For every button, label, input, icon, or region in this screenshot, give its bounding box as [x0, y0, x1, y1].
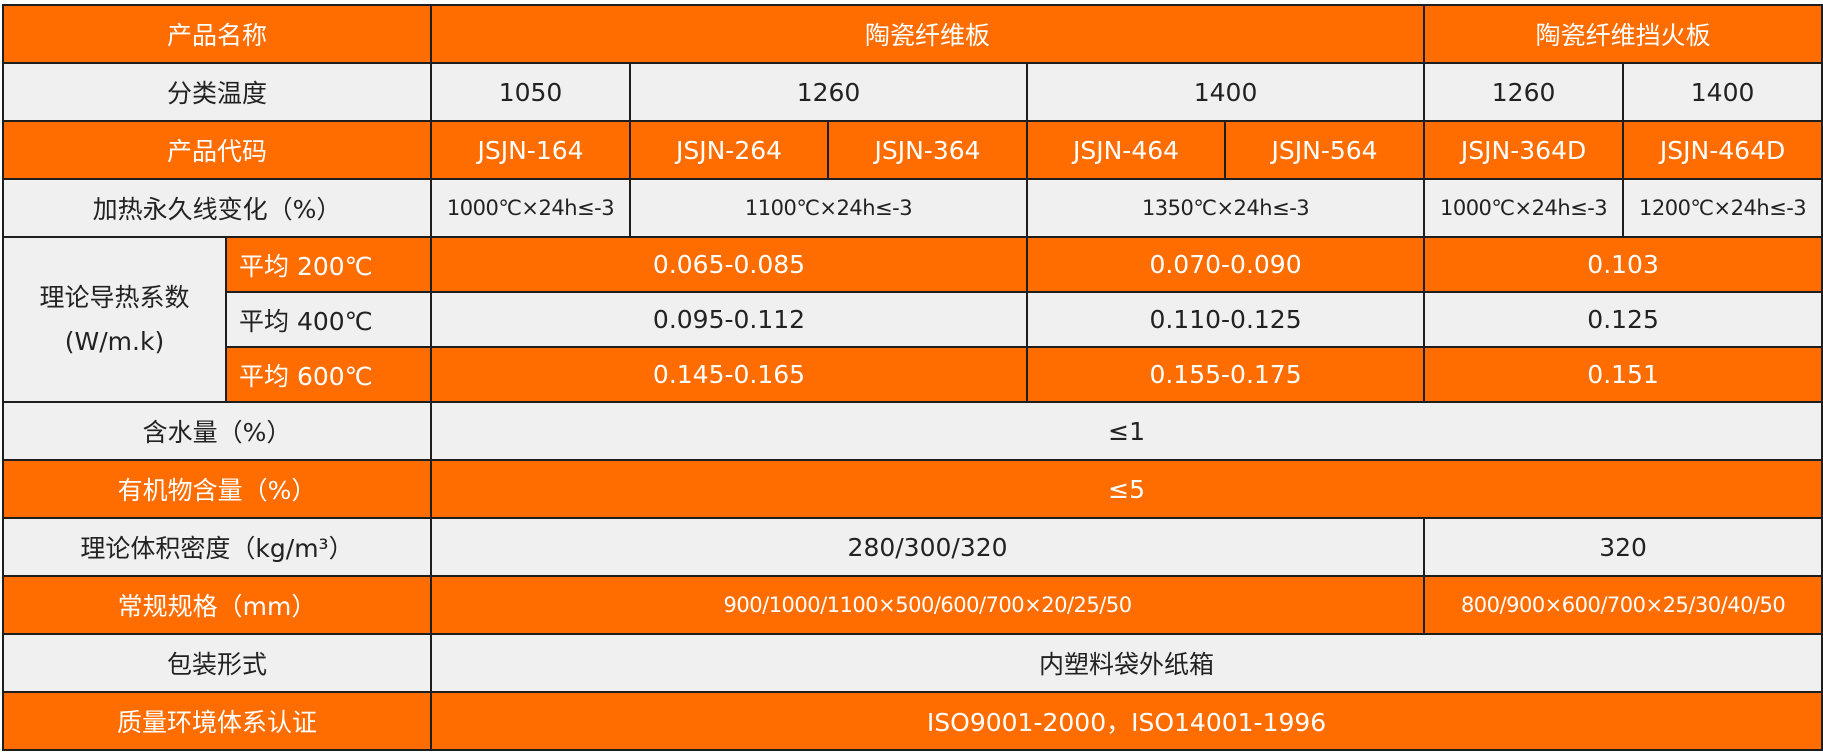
- row-organic-content: 有机物含量（%） ≤5: [1, 459, 1823, 519]
- header-ceramic-fiber-board: 陶瓷纤维板: [430, 4, 1426, 64]
- cell: 280/300/320: [430, 517, 1426, 577]
- header-ceramic-fiber-fire-board: 陶瓷纤维挡火板: [1423, 4, 1823, 64]
- row-certification: 质量环境体系认证 ISO9001-2000，ISO14001-1996: [1, 691, 1823, 751]
- cell: 320: [1423, 517, 1823, 577]
- label-product-code: 产品代码: [1, 120, 433, 180]
- cell: JSJN-464D: [1622, 120, 1823, 180]
- cell: 0.070-0.090: [1026, 236, 1426, 293]
- cell: 900/1000/1100×500/600/700×20/25/50: [430, 575, 1426, 635]
- cell: 1400: [1622, 62, 1823, 122]
- cell: 1260: [629, 62, 1029, 122]
- label-conductivity: 理论导热系数 (W/m.k): [2, 236, 227, 403]
- sublabel: 平均 400℃: [224, 291, 433, 348]
- cell: ≤1: [430, 401, 1823, 461]
- cell: 1050: [430, 62, 632, 122]
- row-water-content: 含水量（%） ≤1: [1, 401, 1823, 461]
- label-water-content: 含水量（%）: [1, 401, 433, 461]
- cell: 0.155-0.175: [1026, 346, 1426, 403]
- cell: JSJN-364: [827, 120, 1029, 180]
- label-classification-temp: 分类温度: [1, 62, 433, 122]
- row-product-name: 产品名称 陶瓷纤维板 陶瓷纤维挡火板: [1, 4, 1823, 64]
- label-density: 理论体积密度（kg/m³）: [1, 517, 433, 577]
- cell: 1350℃×24h≤-3: [1026, 178, 1426, 238]
- label-linear-change: 加热永久线变化（%）: [1, 178, 433, 238]
- cell: ≤5: [430, 459, 1823, 519]
- label-organic-content: 有机物含量（%）: [1, 459, 433, 519]
- label-product-name: 产品名称: [1, 4, 433, 64]
- cell: 0.125: [1423, 291, 1823, 348]
- cell: 0.145-0.165: [430, 346, 1029, 403]
- cell: 1000℃×24h≤-3: [430, 178, 632, 238]
- label-package: 包装形式: [1, 633, 433, 693]
- conductivity-unit: (W/m.k): [64, 326, 165, 356]
- cell: 0.065-0.085: [430, 236, 1029, 293]
- row-density: 理论体积密度（kg/m³） 280/300/320 320: [1, 517, 1823, 577]
- row-product-code: 产品代码 JSJN-164 JSJN-264 JSJN-364 JSJN-464…: [1, 120, 1823, 180]
- cell: ISO9001-2000，ISO14001-1996: [430, 691, 1823, 751]
- row-classification-temp: 分类温度 1050 1260 1400 1260 1400: [1, 62, 1823, 122]
- sublabel: 平均 200℃: [224, 236, 433, 293]
- row-conductivity-200: 理论导热系数 (W/m.k) 平均 200℃ 0.065-0.085 0.070…: [2, 236, 1823, 403]
- row-size: 常规规格（mm） 900/1000/1100×500/600/700×20/25…: [1, 575, 1823, 635]
- cell: JSJN-164: [430, 120, 632, 180]
- cell: 1260: [1423, 62, 1625, 122]
- cell: JSJN-464: [1026, 120, 1227, 180]
- product-spec-table: 产品名称 陶瓷纤维板 陶瓷纤维挡火板 分类温度 1050 1260 1400 1…: [1, 4, 1823, 751]
- label-certification: 质量环境体系认证: [1, 691, 433, 751]
- cell: JSJN-364D: [1423, 120, 1625, 180]
- cell: 1400: [1026, 62, 1426, 122]
- cell: 1100℃×24h≤-3: [629, 178, 1029, 238]
- cell: 1000℃×24h≤-3: [1423, 178, 1625, 238]
- row-package: 包装形式 内塑料袋外纸箱: [1, 633, 1823, 693]
- cell: 1200℃×24h≤-3: [1622, 178, 1823, 238]
- cell: 0.095-0.112: [430, 291, 1029, 348]
- row-conductivity-400: 平均 400℃ 0.095-0.112 0.110-0.125 0.125: [3, 291, 1823, 348]
- cell: 0.151: [1423, 346, 1823, 403]
- conductivity-title: 理论导热系数: [39, 282, 190, 312]
- cell: JSJN-264: [629, 120, 830, 180]
- cell: 800/900×600/700×25/30/40/50: [1423, 575, 1823, 635]
- cell: 0.110-0.125: [1026, 291, 1426, 348]
- label-size: 常规规格（mm）: [1, 575, 433, 635]
- row-conductivity-600: 平均 600℃ 0.145-0.165 0.155-0.175 0.151: [3, 346, 1823, 403]
- cell: 0.103: [1423, 236, 1823, 293]
- cell: 内塑料袋外纸箱: [430, 633, 1823, 693]
- row-linear-change: 加热永久线变化（%） 1000℃×24h≤-3 1100℃×24h≤-3 135…: [1, 178, 1823, 238]
- cell: JSJN-564: [1224, 120, 1426, 180]
- sublabel: 平均 600℃: [224, 346, 433, 403]
